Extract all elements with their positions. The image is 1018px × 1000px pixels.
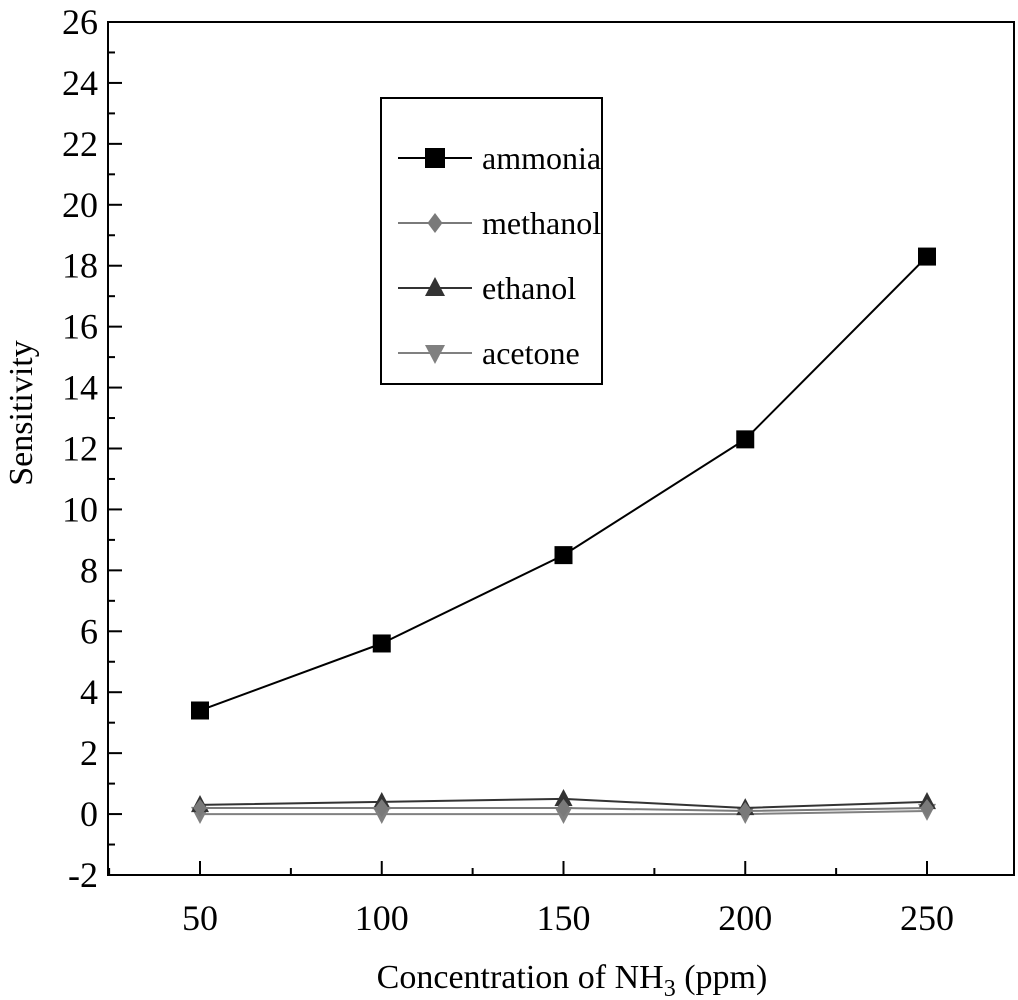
- x-tick-label: 150: [537, 898, 591, 938]
- x-tick-label: 250: [900, 898, 954, 938]
- y-tick-label: 4: [80, 672, 98, 712]
- legend-label-ammonia: ammonia: [482, 140, 601, 176]
- data-point-methanol: [375, 798, 389, 817]
- legend: ammonia methanol ethanol acetone: [380, 97, 603, 385]
- legend-marker-acetone: [425, 345, 445, 364]
- y-tick-label: 16: [62, 307, 98, 347]
- y-tick-label: 14: [62, 368, 98, 408]
- data-point-methanol: [920, 798, 934, 817]
- y-tick-label: 12: [62, 429, 98, 469]
- y-tick-label: 18: [62, 246, 98, 286]
- x-axis-title-sub: 3: [664, 976, 676, 1000]
- data-point-ammonia: [554, 546, 573, 565]
- y-tick-label: 0: [80, 794, 98, 834]
- data-point-ammonia: [191, 701, 209, 720]
- data-point-methanol: [738, 802, 752, 821]
- legend-marker-ammonia: [425, 148, 445, 168]
- data-point-ammonia: [918, 247, 936, 266]
- legend-label-methanol: methanol: [482, 205, 601, 241]
- series-layer: [191, 247, 936, 824]
- y-axis-title: Sensitivity: [3, 340, 40, 485]
- y-tick-label: -2: [68, 855, 98, 895]
- legend-marker-ethanol: [425, 277, 445, 296]
- data-point-methanol: [193, 798, 207, 817]
- y-tick-label: 24: [62, 63, 98, 103]
- y-tick-label: 2: [80, 733, 98, 773]
- y-tick-label: 20: [62, 185, 98, 225]
- y-tick-label: 22: [62, 124, 98, 164]
- legend-label-acetone: acetone: [482, 335, 580, 371]
- y-tick-label: 6: [80, 611, 98, 651]
- x-tick-label: 100: [355, 898, 409, 938]
- data-point-ethanol: [554, 788, 573, 807]
- y-tick-label: 10: [62, 489, 98, 529]
- x-tick-label: 50: [182, 898, 218, 938]
- x-axis-title-main: Concentration of NH: [377, 959, 664, 996]
- data-point-ammonia: [372, 634, 391, 653]
- legend-box: [380, 97, 603, 385]
- x-axis-title-tail: (ppm): [676, 959, 768, 996]
- x-axis-title: Concentration of NH3 (ppm): [377, 959, 768, 1000]
- data-point-methanol: [556, 798, 571, 817]
- legend-label-ethanol: ethanol: [482, 270, 576, 306]
- data-point-ammonia: [736, 430, 755, 449]
- x-tick-label: 200: [718, 898, 772, 938]
- legend-marker-methanol: [427, 213, 443, 233]
- y-tick-label: 8: [80, 550, 98, 590]
- y-tick-label: 26: [62, 2, 98, 42]
